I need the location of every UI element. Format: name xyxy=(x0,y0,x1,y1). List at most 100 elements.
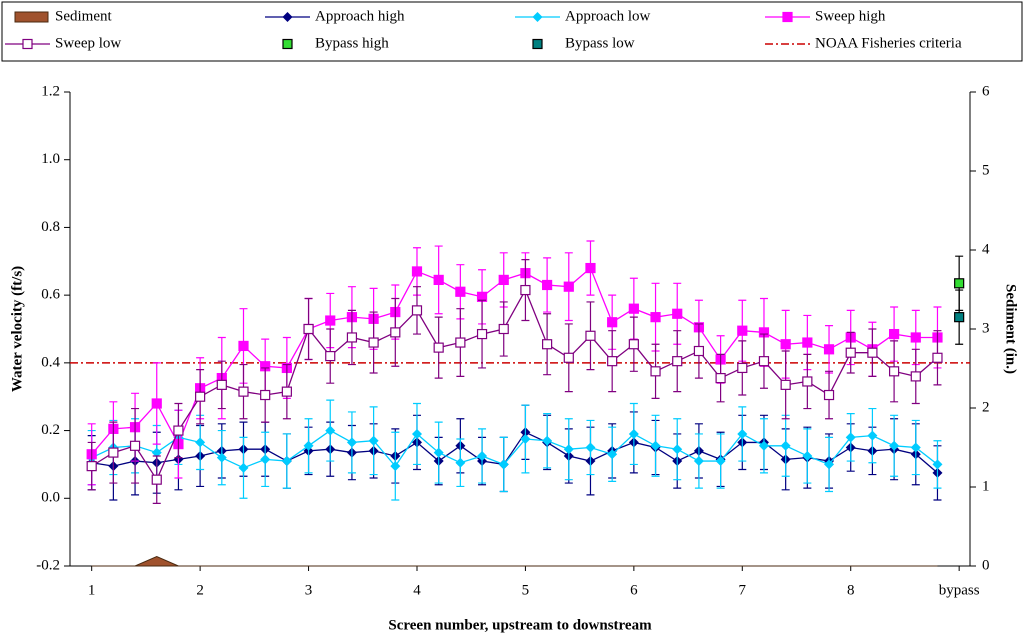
marker xyxy=(238,340,249,352)
y-axis-title: Water velocity (ft/s) xyxy=(9,266,25,392)
y2-tick-label: 3 xyxy=(982,320,990,336)
marker xyxy=(780,379,791,390)
marker xyxy=(542,279,553,291)
legend-symbol xyxy=(782,11,793,23)
marker xyxy=(910,442,921,453)
series-line xyxy=(91,288,938,482)
x-tick-label: 6 xyxy=(630,582,638,598)
marker xyxy=(650,440,661,451)
marker xyxy=(715,372,726,384)
legend-symbol xyxy=(282,12,293,22)
marker xyxy=(932,459,943,470)
legend-label: Sweep high xyxy=(815,8,886,24)
marker xyxy=(802,376,813,387)
y-tick-label: 0.0 xyxy=(41,490,60,506)
marker xyxy=(715,456,726,467)
marker xyxy=(390,461,401,472)
legend-label: Bypass low xyxy=(565,35,635,51)
y2-tick-label: 4 xyxy=(982,241,990,257)
marker xyxy=(368,435,379,446)
marker xyxy=(303,323,314,335)
y-tick-label: 0.4 xyxy=(41,354,60,370)
legend-label: NOAA Fisheries criteria xyxy=(815,35,962,51)
marker xyxy=(476,328,488,340)
marker xyxy=(455,457,466,468)
marker xyxy=(195,391,206,402)
marker xyxy=(281,456,292,467)
marker xyxy=(737,325,748,336)
marker xyxy=(693,345,705,357)
marker xyxy=(889,440,900,451)
marker xyxy=(910,371,921,382)
marker xyxy=(151,447,162,458)
marker xyxy=(498,274,509,286)
marker xyxy=(650,366,661,377)
marker xyxy=(498,459,509,470)
marker xyxy=(737,362,748,374)
marker xyxy=(802,450,813,461)
y-tick-label: 0.2 xyxy=(41,422,60,438)
legend-label: Sediment xyxy=(55,8,112,24)
marker xyxy=(888,328,900,340)
marker xyxy=(216,379,227,390)
marker xyxy=(563,444,574,455)
marker xyxy=(585,442,596,453)
y2-axis-title: Sediment (in.) xyxy=(1003,284,1019,374)
y2-tick-label: 2 xyxy=(982,399,990,415)
marker xyxy=(672,356,683,367)
marker xyxy=(758,356,770,367)
legend-symbol xyxy=(22,38,33,50)
marker xyxy=(151,474,162,485)
marker xyxy=(672,444,683,455)
marker xyxy=(346,437,357,448)
marker xyxy=(260,389,271,401)
marker xyxy=(325,425,336,436)
marker xyxy=(585,330,596,341)
marker xyxy=(455,337,466,348)
marker xyxy=(433,342,444,353)
legend-label: Sweep low xyxy=(55,35,121,51)
y-tick-label: 0.8 xyxy=(41,219,60,235)
marker xyxy=(108,447,119,458)
marker xyxy=(607,449,618,460)
legend-symbol xyxy=(532,12,543,22)
marker xyxy=(758,440,769,451)
x-tick-label: 3 xyxy=(305,582,313,598)
marker xyxy=(281,386,292,397)
marker xyxy=(867,430,878,441)
x-tick-label: 4 xyxy=(413,582,421,598)
marker xyxy=(628,303,639,314)
y2-tick-label: 1 xyxy=(982,478,990,494)
marker xyxy=(390,327,401,338)
x-tick-label: 2 xyxy=(196,582,204,598)
x-tick-label: 7 xyxy=(739,582,747,598)
x-tick-label: 5 xyxy=(522,582,530,598)
y-tick-label: 1.0 xyxy=(41,151,60,167)
marker xyxy=(845,432,856,443)
x-tick-label: bypass xyxy=(939,582,980,598)
marker xyxy=(780,339,791,350)
marker xyxy=(260,454,271,465)
series-line xyxy=(91,429,938,469)
legend-label: Bypass high xyxy=(315,35,389,51)
marker xyxy=(303,440,314,451)
marker xyxy=(477,450,488,461)
marker xyxy=(737,428,748,439)
sediment-area xyxy=(91,555,938,567)
marker xyxy=(910,332,921,343)
x-axis-title: Screen number, upstream to downstream xyxy=(388,617,652,633)
marker xyxy=(346,332,358,343)
y2-tick-label: 0 xyxy=(982,557,990,573)
marker xyxy=(845,347,856,358)
legend-symbol xyxy=(282,38,293,50)
legend-symbol xyxy=(532,38,543,50)
legend-box xyxy=(1,1,1023,62)
y2-tick-label: 5 xyxy=(982,162,990,178)
marker xyxy=(238,386,249,397)
marker xyxy=(563,281,574,292)
marker xyxy=(628,428,639,439)
marker xyxy=(780,440,791,451)
marker xyxy=(368,337,379,348)
